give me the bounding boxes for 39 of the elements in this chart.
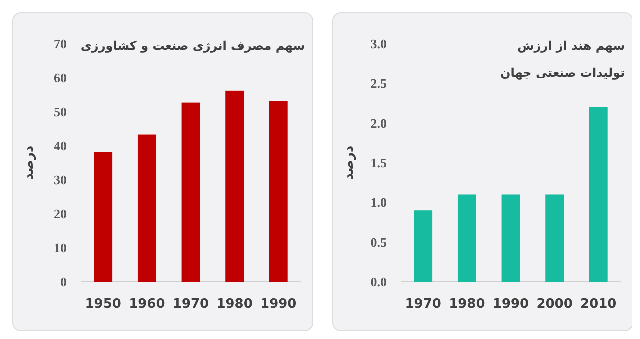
y-tick-label: 50 (54, 104, 67, 120)
x-tick-label: 1990 (260, 297, 297, 312)
y-tick-label: 2.5 (370, 76, 388, 92)
bar (138, 134, 156, 282)
x-tick-label: 1970 (172, 297, 210, 312)
y-tick-label: 10 (54, 240, 67, 256)
bar (94, 152, 113, 282)
bar (589, 107, 608, 282)
y-tick-label: 40 (54, 138, 67, 154)
bar (502, 194, 520, 282)
y-tick-label: 0 (60, 274, 67, 290)
bar (269, 101, 288, 282)
y-tick-label: 30 (54, 172, 67, 188)
x-tick-label: 1960 (129, 297, 166, 312)
text: سهم هند از ارزش تولیدات صنعتی جهان (500, 39, 625, 80)
y-axis-title: درصد (342, 146, 357, 180)
x-tick-label: 2000 (536, 297, 573, 312)
chart-title: سهم مصرف انرژی صنعت و کشاورزی (80, 39, 305, 53)
y-tick-label: 70 (54, 36, 67, 52)
y-tick-label: 60 (54, 70, 67, 86)
bar (182, 102, 200, 282)
bar (458, 194, 476, 282)
y-tick-label: 20 (54, 206, 67, 222)
y-tick-label: 1.5 (370, 156, 388, 171)
y-tick-label: 3.0 (370, 36, 387, 52)
x-tick-label: 1950 (85, 297, 122, 312)
bar (226, 90, 244, 282)
bar (546, 194, 564, 282)
x-tick-label: 1980 (216, 297, 253, 312)
y-tick-label: 2.0 (370, 116, 387, 131)
y-tick-label: 1.0 (370, 195, 387, 210)
y-tick-label: 0.5 (370, 234, 388, 250)
x-tick-label: 1980 (449, 297, 486, 312)
x-tick-label: 1970 (405, 297, 442, 312)
x-tick-label: 2010 (580, 297, 617, 312)
y-tick-label: 0.0 (370, 274, 387, 290)
bar (414, 210, 433, 282)
x-tick-label: 1990 (492, 297, 530, 312)
y-axis-title: درصد (22, 146, 37, 180)
